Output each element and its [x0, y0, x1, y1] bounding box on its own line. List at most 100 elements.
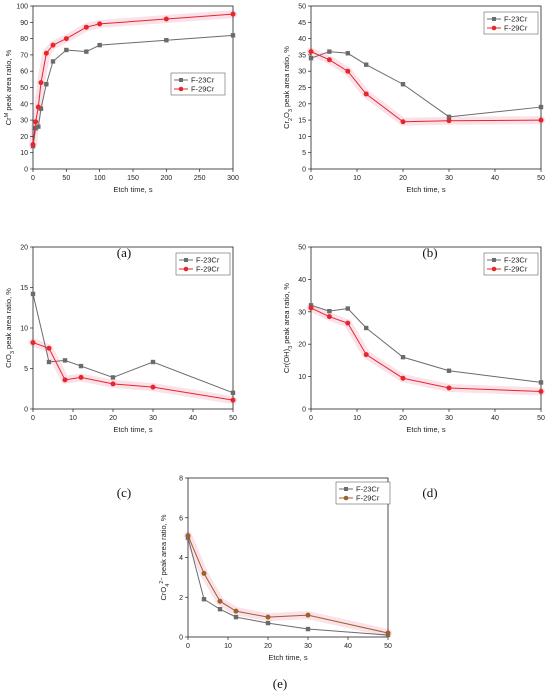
- y-axis-label-part: peak area ratio, %: [159, 514, 168, 577]
- data-point-f-29cr: [326, 57, 332, 63]
- data-point-f-29cr: [83, 24, 89, 30]
- panel-label: (e): [273, 676, 287, 691]
- data-point-f-23cr: [305, 626, 311, 632]
- x-tick-label: 50: [537, 415, 545, 422]
- x-tick-label: 100: [94, 175, 106, 182]
- y-tick-label: 50: [298, 4, 306, 11]
- data-point-f-29cr: [217, 598, 223, 604]
- data-point-f-23cr: [446, 114, 452, 120]
- y-axis-label-part: peak area ratio, %: [282, 283, 291, 346]
- legend-label: F-29Cr: [356, 494, 380, 503]
- data-point-f-23cr: [230, 390, 236, 395]
- y-tick-label: 10: [20, 150, 28, 157]
- data-point-f-23cr: [78, 363, 84, 369]
- y-tick-label: 30: [298, 69, 306, 76]
- data-point-f-23cr: [44, 82, 49, 87]
- y-tick-label: 0: [302, 167, 306, 174]
- data-point-f-29cr: [46, 345, 52, 351]
- data-point-f-29cr: [163, 16, 169, 22]
- legend-label: F-29Cr: [196, 265, 220, 274]
- x-tick-label: 30: [445, 415, 453, 422]
- data-point-f-29cr: [446, 118, 452, 124]
- x-tick-label: 200: [160, 175, 172, 182]
- chart-panel-2: 0 10 20 30 40 50 0 5 10 15 20 25 30 35 40 45 50 Etch time…: [282, 4, 545, 260]
- x-tick-label: 0: [186, 643, 190, 650]
- data-point-f-29cr: [110, 381, 116, 387]
- legend-label: F-29Cr: [191, 85, 215, 94]
- data-point-f-23cr: [64, 47, 69, 53]
- legend-label: F-23Cr: [504, 256, 528, 265]
- data-point-f-23cr: [50, 59, 56, 64]
- y-tick-label: 20: [20, 134, 28, 141]
- legend-label: F-23Cr: [196, 256, 220, 265]
- x-tick-label: 40: [491, 175, 499, 182]
- data-point-f-23cr: [30, 291, 36, 297]
- y-axis-label-part: M: [4, 112, 10, 117]
- data-point-f-29cr: [305, 612, 311, 618]
- data-point-f-29cr: [97, 21, 103, 27]
- y-axis-label-part: 3: [288, 109, 294, 112]
- data-point-f-29cr: [345, 320, 351, 326]
- y-tick-label: 70: [20, 52, 28, 59]
- x-tick-label: 0: [309, 175, 313, 182]
- data-point-f-23cr: [97, 42, 102, 48]
- panel-label: (b): [422, 245, 437, 260]
- y-tick-label: 30: [298, 309, 306, 316]
- legend-marker: [492, 17, 496, 21]
- y-axis-label-part: peak area ratio, %: [4, 49, 13, 112]
- legend-label: F-23Cr: [504, 15, 528, 24]
- data-point-f-29cr: [400, 119, 406, 125]
- y-tick-label: 0: [179, 635, 183, 642]
- series-highlight-band: [307, 303, 545, 396]
- x-tick-label: 0: [31, 415, 35, 422]
- data-point-f-23cr: [110, 375, 116, 380]
- data-point-f-23cr: [308, 303, 314, 308]
- data-point-f-29cr: [78, 374, 84, 380]
- x-tick-label: 40: [344, 643, 352, 650]
- data-point-f-23cr: [84, 49, 89, 54]
- y-tick-label: 10: [298, 134, 306, 141]
- y-axis-label-part: Cr: [282, 121, 291, 129]
- data-point-f-29cr: [345, 68, 351, 74]
- y-axis-label-part: O: [282, 112, 291, 118]
- data-point-f-23cr: [327, 308, 332, 314]
- series-line-f-23cr: [187, 537, 389, 636]
- data-point-f-29cr: [363, 91, 369, 97]
- legend-marker: [179, 78, 183, 82]
- y-axis-label: CrO42− peak area ratio, %: [159, 514, 171, 600]
- data-point-f-23cr: [217, 606, 223, 612]
- y-tick-label: 10: [20, 326, 28, 333]
- legend-marker: [491, 25, 497, 31]
- chart-panel-3: 0 10 20 30 40 50 0 5 10 15 20 Etch time, s CrO3 peak…: [4, 245, 237, 500]
- data-point-f-29cr: [62, 377, 68, 383]
- x-tick-label: 0: [309, 415, 313, 422]
- data-point-f-23cr: [46, 359, 52, 365]
- y-tick-label: 15: [298, 118, 306, 125]
- legend-marker: [184, 258, 188, 262]
- data-point-f-29cr: [538, 389, 544, 395]
- x-tick-label: 250: [194, 175, 206, 182]
- x-tick-label: 10: [224, 643, 232, 650]
- y-tick-label: 30: [20, 118, 28, 125]
- y-axis-label: CrO3 peak area ratio, %: [4, 288, 16, 368]
- y-axis-label-part: 3: [288, 346, 294, 349]
- y-tick-label: 20: [298, 342, 306, 349]
- x-tick-label: 150: [127, 175, 139, 182]
- data-point-f-29cr: [30, 340, 36, 346]
- data-point-f-29cr: [265, 614, 271, 620]
- y-tick-label: 80: [20, 36, 28, 43]
- panel-label: (d): [422, 485, 437, 500]
- y-axis-label: CrM peak area ratio, %: [4, 49, 13, 125]
- y-tick-label: 0: [24, 407, 28, 414]
- y-axis-label-part: 2: [288, 118, 294, 121]
- data-point-f-23cr: [265, 620, 271, 626]
- data-point-f-29cr: [308, 305, 314, 311]
- x-axis-label: Etch time, s: [113, 185, 152, 194]
- x-tick-label: 50: [62, 175, 70, 182]
- y-axis-label-part: 3: [10, 351, 16, 354]
